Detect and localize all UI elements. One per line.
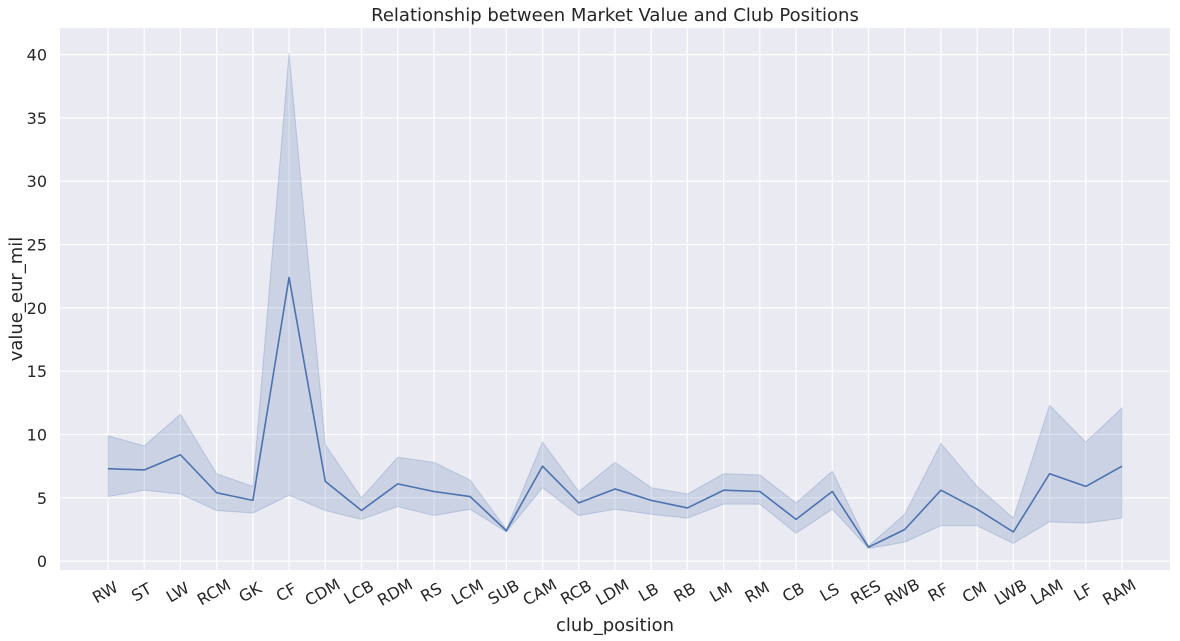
x-tick-label-rcb: RCB [557,576,595,609]
grid-lines [60,28,1170,570]
y-tick-label-15: 15 [27,362,47,381]
y-tick-label-40: 40 [27,46,47,65]
y-tick-labels: 0 5 10 15 20 25 30 35 40 [27,46,47,572]
x-tick-label-lm: LM [706,578,735,606]
x-tick-label-lcb: LCB [341,576,377,608]
y-tick-label-25: 25 [27,236,47,255]
confidence-band-layer [107,53,1123,550]
y-axis-label: value_eur_mil [6,237,27,362]
y-tick-label-10: 10 [27,426,47,445]
x-axis-label: club_position [556,615,674,636]
confidence-band [107,53,1123,550]
x-tick-label-ram: RAM [1099,575,1139,609]
x-tick-label-lam: LAM [1027,576,1066,609]
x-tick-label-res: RES [847,576,884,608]
x-tick-label-lcm: LCM [448,576,487,609]
x-tick-label-cam: CAM [520,575,561,609]
x-tick-label-gk: GK [235,578,265,606]
x-tick-label-lf: LF [1070,579,1095,605]
x-tick-label-cb: CB [779,578,808,606]
y-tick-label-20: 20 [27,299,47,318]
y-tick-label-35: 35 [27,109,47,128]
x-tick-label-rf: RF [925,579,952,606]
x-tick-label-sub: SUB [485,576,523,609]
chart-title: Relationship between Market Value and Cl… [371,5,859,26]
x-tick-label-rdm: RDM [374,575,416,610]
x-tick-label-ldm: LDM [592,575,632,609]
x-tick-label-rwb: RWB [881,575,923,610]
x-tick-label-lw: LW [163,578,193,606]
x-tick-label-rb: RB [670,578,699,606]
x-tick-label-rcm: RCM [194,575,234,609]
y-tick-label-0: 0 [37,552,47,571]
y-tick-label-5: 5 [37,489,47,508]
series-line-layer [107,276,1123,549]
x-tick-label-cf: CF [273,579,300,606]
x-tick-label-rs: RS [417,579,445,606]
x-tick-label-lb: LB [635,579,662,605]
x-tick-label-cdm: CDM [302,575,344,610]
x-tick-label-rm: RM [742,578,773,607]
x-tick-label-ls: LS [817,579,843,605]
x-tick-label-rw: RW [89,577,121,607]
x-tick-label-cm: CM [959,578,990,607]
y-tick-label-30: 30 [27,172,47,191]
x-tick-label-lwb: LWB [991,575,1030,609]
x-tick-label-st: ST [128,579,155,606]
